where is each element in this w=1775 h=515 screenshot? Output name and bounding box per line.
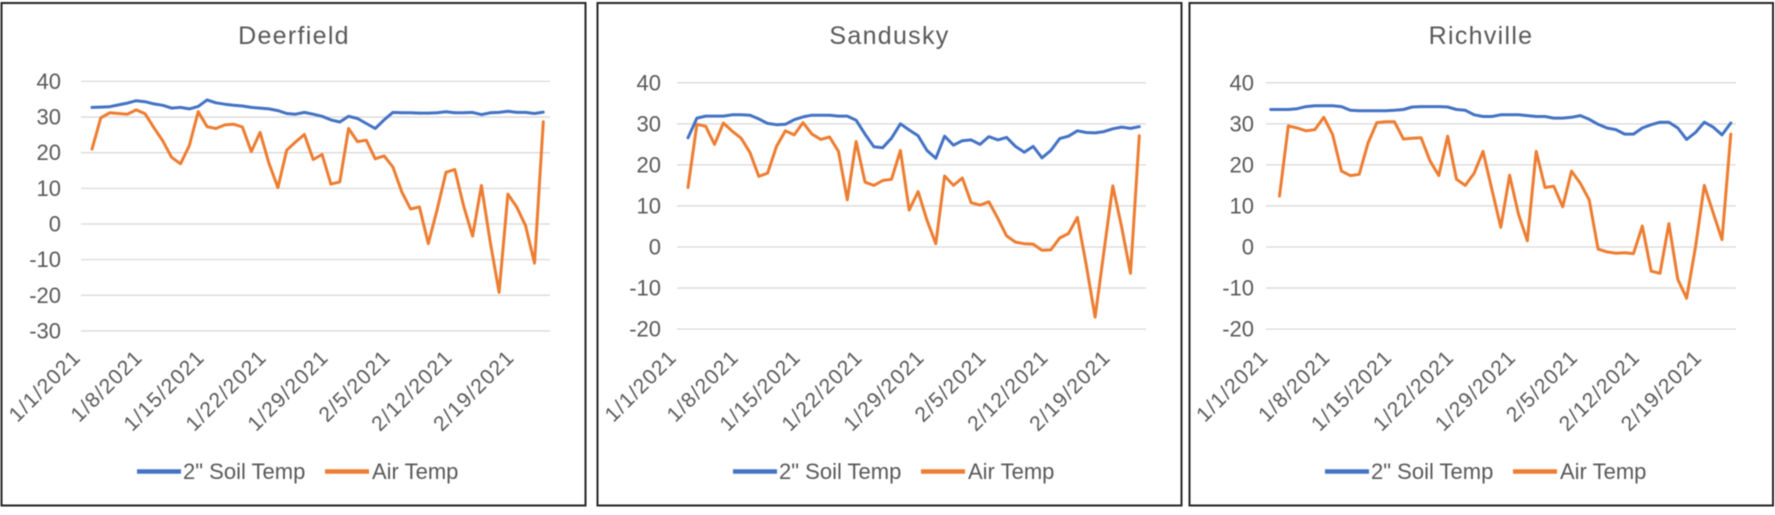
- svg-text:30: 30: [37, 105, 61, 130]
- svg-text:30: 30: [1230, 111, 1254, 136]
- svg-text:2" Soil Temp: 2" Soil Temp: [1371, 459, 1493, 484]
- svg-text:40: 40: [637, 70, 661, 95]
- svg-text:40: 40: [37, 69, 61, 94]
- svg-text:30: 30: [637, 111, 661, 136]
- svg-text:10: 10: [637, 193, 661, 218]
- svg-text:Air Temp: Air Temp: [372, 459, 458, 484]
- svg-text:-20: -20: [629, 317, 661, 342]
- svg-text:-30: -30: [29, 318, 61, 343]
- svg-text:40: 40: [1230, 70, 1254, 95]
- svg-text:10: 10: [1230, 193, 1254, 218]
- svg-text:Air Temp: Air Temp: [1560, 459, 1646, 484]
- svg-text:-10: -10: [29, 247, 61, 272]
- svg-text:0: 0: [649, 235, 661, 260]
- svg-text:2" Soil Temp: 2" Soil Temp: [183, 459, 305, 484]
- svg-text:-10: -10: [629, 276, 661, 301]
- svg-text:Deerfield: Deerfield: [238, 22, 350, 50]
- svg-text:0: 0: [49, 212, 61, 237]
- svg-text:20: 20: [37, 140, 61, 165]
- svg-text:2" Soil Temp: 2" Soil Temp: [779, 459, 901, 484]
- svg-text:-20: -20: [29, 283, 61, 308]
- svg-text:Air Temp: Air Temp: [968, 459, 1054, 484]
- svg-text:20: 20: [637, 152, 661, 177]
- svg-text:-10: -10: [1222, 276, 1254, 301]
- svg-text:Sandusky: Sandusky: [829, 22, 949, 50]
- svg-text:20: 20: [1230, 152, 1254, 177]
- svg-text:Richville: Richville: [1429, 22, 1534, 50]
- svg-text:0: 0: [1242, 235, 1254, 260]
- svg-text:10: 10: [37, 176, 61, 201]
- svg-text:-20: -20: [1222, 317, 1254, 342]
